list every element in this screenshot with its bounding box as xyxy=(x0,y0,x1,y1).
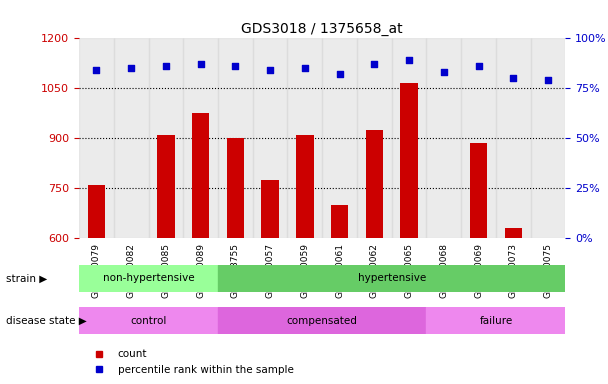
Text: disease state ▶: disease state ▶ xyxy=(6,316,87,326)
Bar xyxy=(253,38,288,238)
Bar xyxy=(470,143,487,238)
Bar xyxy=(426,307,565,334)
Bar xyxy=(79,307,218,334)
Legend: count, percentile rank within the sample: count, percentile rank within the sample xyxy=(85,345,298,379)
Text: hypertensive: hypertensive xyxy=(358,273,426,283)
Bar xyxy=(392,38,426,238)
Bar xyxy=(365,130,383,238)
Bar xyxy=(114,38,148,238)
Bar xyxy=(218,265,565,292)
Text: failure: failure xyxy=(479,316,513,326)
Point xyxy=(439,69,449,75)
Bar xyxy=(183,38,218,238)
Bar xyxy=(218,38,253,238)
Bar xyxy=(288,38,322,238)
Bar xyxy=(192,113,209,238)
Point xyxy=(230,63,240,70)
Bar xyxy=(357,38,392,238)
Point xyxy=(335,71,345,78)
Point xyxy=(508,75,518,81)
Bar xyxy=(322,38,357,238)
Bar xyxy=(531,38,565,238)
Bar xyxy=(88,185,105,238)
Bar xyxy=(296,135,314,238)
Bar xyxy=(401,83,418,238)
Point xyxy=(196,61,206,68)
Point xyxy=(404,57,414,63)
Text: control: control xyxy=(130,316,167,326)
Bar xyxy=(218,307,426,334)
Text: non-hypertensive: non-hypertensive xyxy=(103,273,195,283)
Bar xyxy=(227,138,244,238)
Point xyxy=(161,63,171,70)
Point xyxy=(265,67,275,73)
Text: strain ▶: strain ▶ xyxy=(6,273,47,283)
Point xyxy=(474,63,483,70)
Bar xyxy=(148,38,183,238)
Bar xyxy=(331,205,348,238)
Point xyxy=(543,77,553,83)
Bar xyxy=(461,38,496,238)
Bar xyxy=(426,38,461,238)
Bar xyxy=(496,38,531,238)
Bar xyxy=(79,265,218,292)
Text: compensated: compensated xyxy=(287,316,358,326)
Point xyxy=(92,67,102,73)
Bar xyxy=(157,135,174,238)
Bar xyxy=(261,180,279,238)
Point xyxy=(370,61,379,68)
Bar xyxy=(79,38,114,238)
Title: GDS3018 / 1375658_at: GDS3018 / 1375658_at xyxy=(241,22,403,36)
Point xyxy=(126,65,136,71)
Bar xyxy=(505,228,522,238)
Point xyxy=(300,65,309,71)
